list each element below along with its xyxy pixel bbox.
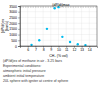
grid-line	[20, 17, 97, 18]
grid-line	[20, 28, 97, 29]
point	[38, 39, 40, 41]
axis-line	[18, 7, 21, 47]
tick: 14	[88, 46, 92, 52]
point	[77, 43, 79, 45]
tick-mark	[18, 6, 20, 7]
caption: (dP/dt)ex of methane in air - 3.25 bars	[3, 59, 62, 63]
tick-label: 2000	[9, 22, 17, 26]
chart: 6 7 8 9 10 1112 13 14 0 500 1000 15002000 2500 300035…	[0, 0, 100, 86]
grid-line	[20, 11, 97, 12]
grid-line	[50, 6, 51, 46]
tick: 10	[57, 46, 61, 52]
note: ambient initial temperature	[3, 74, 44, 78]
annotation: (dP/dt)max	[52, 3, 69, 7]
tick-label: 3000	[9, 10, 17, 14]
tick: 12	[72, 46, 76, 52]
grid-line	[27, 6, 28, 46]
tick-label: 500	[11, 39, 17, 43]
tick-label: 14	[88, 48, 92, 52]
tick: 11	[65, 46, 69, 52]
grid-line	[58, 6, 59, 46]
grid-line	[20, 40, 97, 41]
y-axis: 0 500 1000 15002000 2500 30003500	[9, 5, 20, 49]
tick-mark	[18, 12, 20, 13]
tick-mark	[18, 23, 20, 24]
note: 20L sphere with igniter at centre of sph…	[3, 79, 68, 83]
tick-mark	[18, 35, 20, 36]
tick-label: 12	[72, 48, 76, 52]
tick: 8	[43, 46, 45, 52]
grid-line	[73, 6, 74, 46]
tick-mark	[18, 40, 20, 41]
grid	[20, 6, 97, 46]
tick-label: 1500	[9, 27, 17, 31]
plot-frame	[20, 6, 97, 46]
tick-label: 6	[27, 48, 29, 52]
point	[61, 36, 63, 38]
point	[84, 44, 86, 46]
tick: 9	[50, 46, 52, 52]
grid-line	[66, 6, 67, 46]
tick: 1500	[9, 27, 20, 31]
tick: 7	[35, 46, 37, 52]
tick: 13	[80, 46, 84, 52]
y-axis-title-line: (bar/s)	[5, 21, 9, 31]
tick-mark	[18, 17, 20, 18]
tick-label: 3500	[9, 5, 17, 9]
tick-label: 1000	[9, 33, 17, 37]
x-axis: 6 7 8 9 10 1112 13 14	[21, 46, 98, 52]
point	[46, 28, 48, 30]
tick-mark	[18, 46, 20, 47]
point	[69, 41, 71, 43]
grid-line	[20, 34, 97, 35]
tick-label: 0	[15, 45, 17, 49]
tick-label: 10	[57, 48, 61, 52]
x-axis-title: CH₄ (% vol)	[49, 54, 67, 58]
y-axis-title: (dP/dt)ex(bar/s)	[1, 19, 9, 33]
grid-line	[43, 6, 44, 46]
tick-mark	[18, 29, 20, 30]
tick: 0	[15, 45, 20, 49]
tick-label: 7	[35, 48, 37, 52]
tick: 3500	[9, 5, 20, 9]
tick: 1000	[9, 33, 20, 37]
grid-line	[81, 6, 82, 46]
tick-label: 11	[65, 48, 69, 52]
tick-label: 2500	[9, 16, 17, 20]
tick-label: 8	[43, 48, 45, 52]
note: atmospheric initial pressure	[3, 69, 46, 73]
plot-area	[20, 6, 97, 46]
tick: 6	[27, 46, 29, 52]
grid-line	[35, 6, 36, 46]
tick: 2000	[9, 22, 20, 26]
tick: 2500	[9, 16, 20, 20]
grid-line	[20, 23, 97, 24]
point	[30, 44, 32, 46]
tick: 3000	[9, 10, 20, 14]
grid-line	[89, 6, 90, 46]
note: Experimental conditions:	[3, 64, 41, 68]
tick-label: 9	[50, 48, 52, 52]
tick-label: 13	[80, 48, 84, 52]
tick: 500	[11, 39, 20, 43]
